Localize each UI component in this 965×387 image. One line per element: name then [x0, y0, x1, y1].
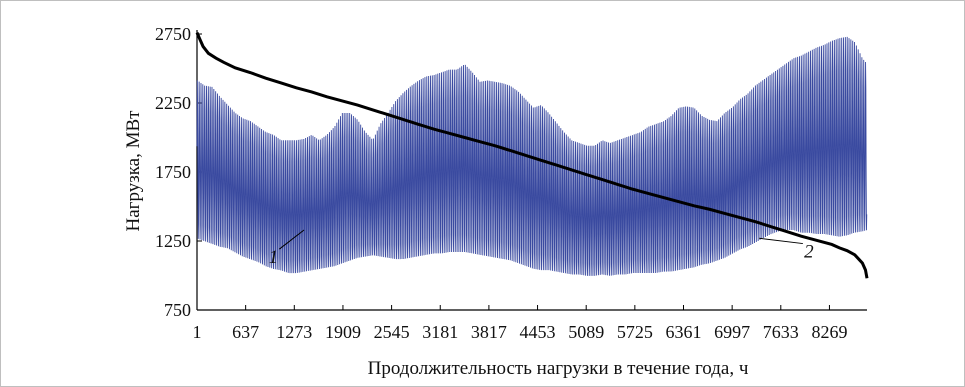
y-axis-label: Нагрузка, МВт	[123, 110, 144, 232]
plot-area: 750 1250 1750 2250 2750 1 637 1273 1909 2545 3181 3…	[155, 24, 869, 342]
x-tick-label: 1273	[276, 322, 312, 342]
x-tick-label: 5725	[617, 322, 653, 342]
annotation-leader-2	[759, 237, 803, 245]
x-tick-label: 6361	[665, 322, 701, 342]
y-tick-label: 1750	[155, 162, 191, 182]
x-tick-label: 1	[193, 322, 202, 342]
x-tick-label: 3817	[471, 322, 507, 342]
series-load-duration-curve	[195, 32, 869, 279]
y-tick-label: 750	[164, 300, 191, 320]
x-tick-label: 4453	[520, 322, 556, 342]
series-hourly-load	[196, 36, 868, 276]
x-tick-label: 1909	[325, 322, 361, 342]
x-tick-label: 7633	[763, 322, 799, 342]
annotation-label-1: 1	[269, 247, 279, 268]
x-tick-label: 3181	[422, 322, 458, 342]
x-tick-label: 2545	[374, 322, 410, 342]
x-axis-label: Продолжительность нагрузки в течение год…	[368, 358, 749, 379]
x-tick-label: 8269	[811, 322, 847, 342]
annotation-label-2: 2	[804, 242, 814, 263]
annotation-leader-1	[279, 229, 305, 250]
x-tick-label: 6997	[714, 322, 750, 342]
x-tick-label: 637	[232, 322, 259, 342]
x-tick-label: 5089	[568, 322, 604, 342]
y-tick-label: 2250	[155, 93, 191, 113]
y-tick-label: 2750	[155, 24, 191, 44]
y-tick-label: 1250	[155, 231, 191, 251]
